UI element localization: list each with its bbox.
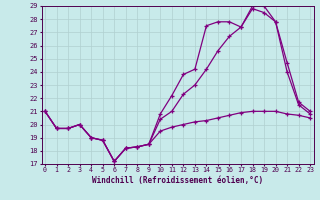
X-axis label: Windchill (Refroidissement éolien,°C): Windchill (Refroidissement éolien,°C) bbox=[92, 176, 263, 185]
